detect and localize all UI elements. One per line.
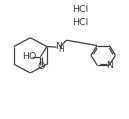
Text: N: N bbox=[106, 61, 114, 70]
Text: N: N bbox=[55, 42, 62, 51]
Text: HCl: HCl bbox=[72, 5, 88, 14]
Text: O: O bbox=[37, 62, 45, 71]
Text: HO: HO bbox=[22, 52, 37, 61]
Text: H: H bbox=[58, 45, 64, 54]
Text: HCl: HCl bbox=[72, 18, 88, 27]
